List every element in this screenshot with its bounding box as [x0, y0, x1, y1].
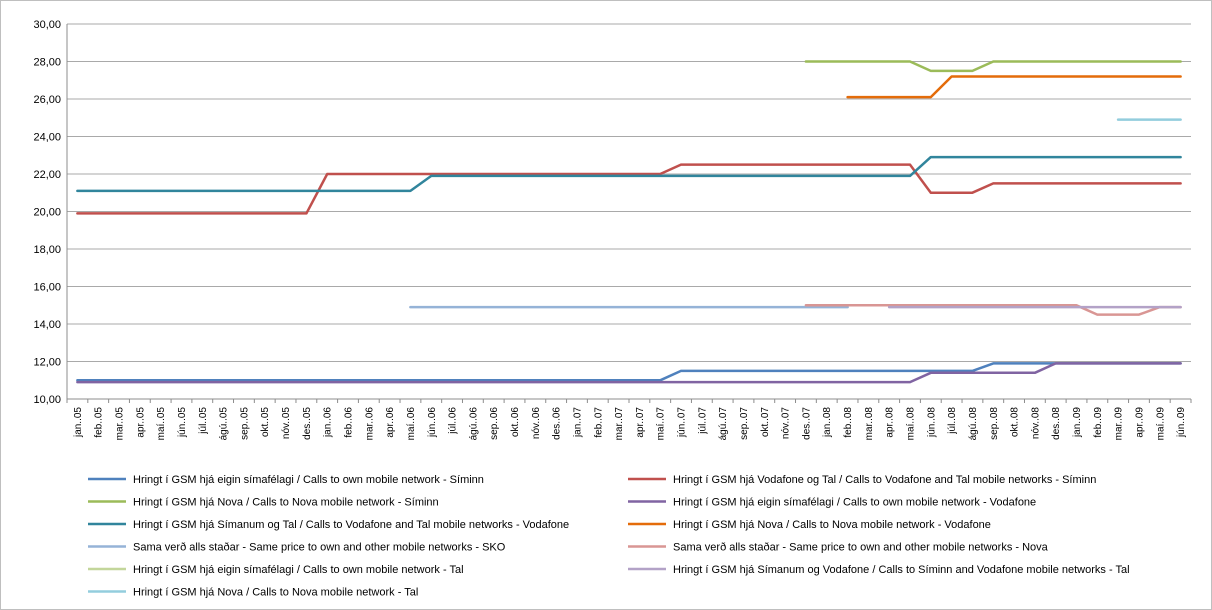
x-tick-label: júl..05: [198, 407, 209, 435]
x-tick-label: des..05: [302, 407, 313, 440]
x-tick-label: ágú..06: [468, 407, 479, 441]
x-tick-label: mar..06: [364, 407, 375, 441]
y-tick-label: 20,00: [33, 207, 61, 219]
x-tick-label: maí..09: [1155, 407, 1166, 441]
x-tick-label: jún..07: [677, 407, 688, 438]
x-tick-label: okt..05: [260, 407, 271, 437]
x-tick-label: nóv..06: [531, 407, 542, 439]
x-tick-label: ágú..08: [968, 407, 979, 441]
x-tick-label: jún..06: [427, 407, 438, 438]
x-tick-label: feb..08: [843, 407, 854, 438]
series-line-3: [804, 60, 1182, 73]
legend-label: Hringt í GSM hjá Vodafone og Tal / Calls…: [673, 474, 1096, 486]
y-tick-label: 26,00: [33, 94, 61, 106]
y-tick-label: 22,00: [33, 169, 61, 181]
x-tick-label: apr..09: [1134, 407, 1145, 438]
x-tick-label: sep..08: [989, 407, 1000, 440]
y-tick-label: 30,00: [33, 19, 61, 31]
y-tick-label: 16,00: [33, 282, 61, 294]
x-tick-label: okt..06: [510, 407, 521, 437]
x-tick-label: jún..05: [177, 407, 188, 438]
x-tick-label: sep..07: [739, 407, 750, 440]
legend-label: Sama verð alls staðar - Same price to ow…: [133, 542, 506, 554]
x-tick-label: jan..05: [73, 407, 84, 438]
x-tick-label: júl..07: [697, 407, 708, 435]
legend-label: Hringt í GSM hjá eigin símafélagi / Call…: [673, 497, 1036, 509]
legend-label: Hringt í GSM hjá Nova / Calls to Nova mo…: [673, 519, 991, 531]
y-tick-label: 24,00: [33, 132, 61, 144]
x-tick-label: des..08: [1051, 407, 1062, 440]
x-tick-label: feb..06: [344, 407, 355, 438]
y-axis: 10,00 12,00 14,00 16,00 18,00 20,00 22,00 24,00…: [33, 19, 68, 406]
x-tick-label: sep..05: [239, 407, 250, 440]
x-tick-label: feb..05: [94, 407, 105, 438]
y-tick-label: 28,00: [33, 57, 61, 69]
legend-label: Hringt í GSM hjá Símanum og Vodafone / C…: [673, 564, 1130, 576]
x-tick-label: feb..07: [593, 407, 604, 438]
legend-label: Hringt í GSM hjá eigin símafélagi / Call…: [133, 474, 484, 486]
legend-label: Hringt í GSM hjá Nova / Calls to Nova mo…: [133, 497, 439, 509]
x-tick-label: nóv..08: [1030, 407, 1041, 439]
x-tick-label: jan..07: [572, 407, 583, 438]
x-tick-label: júl..06: [448, 407, 459, 435]
x-tick-label: ágú..05: [219, 407, 230, 441]
x-tick-label: ágú..07: [718, 407, 729, 441]
series-line-6: [846, 75, 1182, 99]
x-tick-label: júl..08: [947, 407, 958, 435]
x-tick-label: mar..07: [614, 407, 625, 441]
x-tick-label: sep..06: [489, 407, 500, 440]
y-tick-label: 14,00: [33, 319, 61, 331]
x-tick-label: mar..05: [115, 407, 126, 441]
x-tick-label: des..06: [552, 407, 563, 440]
grid-lines: [67, 23, 1191, 400]
x-tick-label: mar..09: [1114, 407, 1125, 441]
x-tick-label: mar..08: [864, 407, 875, 441]
legend-label: Hringt í GSM hjá Nova / Calls to Nova mo…: [133, 587, 418, 599]
x-tick-label: maí..07: [656, 407, 667, 441]
legend: Hringt í GSM hjá eigin símafélagi / Call…: [88, 474, 1130, 599]
x-tick-label: jan..08: [822, 407, 833, 438]
x-tick-label: jan..06: [323, 407, 334, 438]
x-tick-label: apr..07: [635, 407, 646, 438]
x-tick-label: maí..06: [406, 407, 417, 441]
series-line-1: [76, 362, 1182, 382]
x-tick-label: maí..05: [156, 407, 167, 441]
x-tick-label: jún..08: [926, 407, 937, 438]
legend-label: Hringt í GSM hjá Símanum og Tal / Calls …: [133, 519, 569, 531]
x-tick-label: nóv..07: [781, 407, 792, 439]
x-tick-label: apr..06: [385, 407, 396, 438]
x-tick-label: okt..07: [760, 407, 771, 437]
x-tick-label: jún..09: [1176, 407, 1187, 438]
y-tick-label: 12,00: [33, 357, 61, 369]
legend-label: Hringt í GSM hjá eigin símafélagi / Call…: [133, 564, 464, 576]
x-tick-label: apr..05: [135, 407, 146, 438]
series-line-5: [76, 155, 1182, 193]
x-tick-label: okt..08: [1010, 407, 1021, 437]
x-axis: jan..05 feb..05 mar..05 apr..05 maí..05 jún..…: [66, 398, 1192, 441]
y-tick-label: 18,00: [33, 244, 61, 256]
legend-label: Sama verð alls staðar - Same price to ow…: [673, 542, 1049, 554]
x-tick-label: apr..08: [885, 407, 896, 438]
series-line-4: [76, 362, 1182, 384]
x-tick-label: maí..08: [906, 407, 917, 441]
x-tick-label: des..07: [801, 407, 812, 440]
x-tick-label: feb..09: [1093, 407, 1104, 438]
series-lines: [76, 60, 1182, 384]
x-tick-label: jan..09: [1072, 407, 1083, 438]
series-line-8: [804, 304, 1182, 316]
series-line-2: [76, 163, 1182, 215]
y-tick-label: 10,00: [33, 394, 61, 406]
x-tick-label: nóv..05: [281, 407, 292, 439]
